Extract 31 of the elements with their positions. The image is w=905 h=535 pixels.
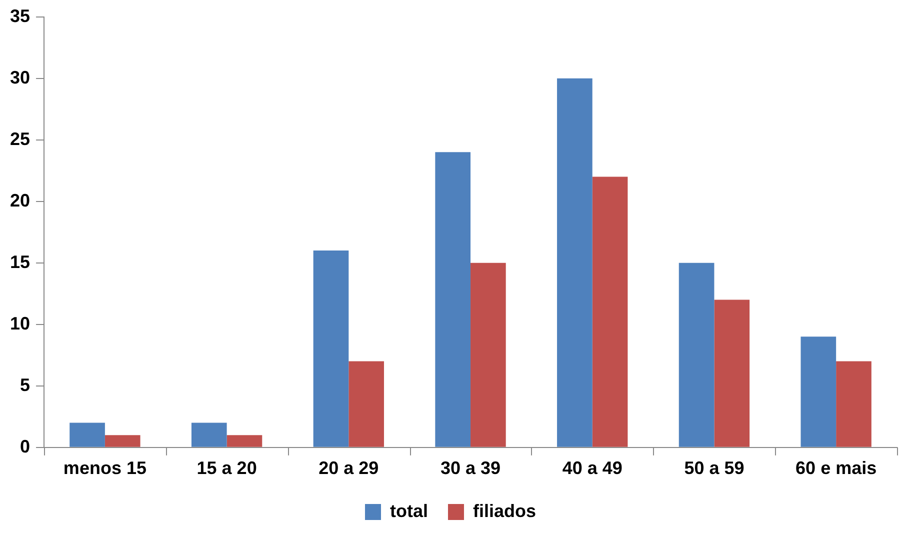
y-tick-label: 0 [20, 436, 30, 456]
y-tick-label: 15 [10, 252, 30, 272]
y-tick-label: 10 [10, 313, 30, 334]
x-tick-label: 20 a 29 [318, 458, 379, 478]
y-tick-label: 5 [20, 374, 30, 395]
y-tick-label: 25 [10, 128, 30, 149]
bar [800, 336, 836, 447]
x-tick-label: 50 a 59 [684, 458, 744, 478]
x-tick-label: 60 e mais [796, 458, 877, 478]
bar [836, 361, 872, 447]
x-tick-label: 30 a 39 [440, 458, 501, 478]
x-tick-label: menos 15 [63, 458, 146, 478]
bar [313, 250, 349, 447]
x-tick-label: 40 a 49 [562, 458, 622, 478]
y-tick-label: 20 [10, 190, 30, 210]
y-tick-label: 30 [10, 67, 30, 88]
y-tick-label: 35 [10, 6, 30, 26]
bar [191, 422, 227, 447]
bar [435, 152, 471, 447]
bar [70, 422, 105, 447]
bar [714, 300, 750, 447]
x-tick-label: 15 a 20 [196, 458, 257, 478]
bar [226, 435, 262, 447]
bar [557, 78, 592, 447]
bar [592, 176, 628, 447]
bar [678, 262, 714, 447]
bar [470, 262, 506, 447]
bar [104, 435, 140, 447]
legend-label: total [390, 500, 428, 521]
bar [348, 361, 384, 447]
legend-label: filiados [472, 500, 536, 521]
